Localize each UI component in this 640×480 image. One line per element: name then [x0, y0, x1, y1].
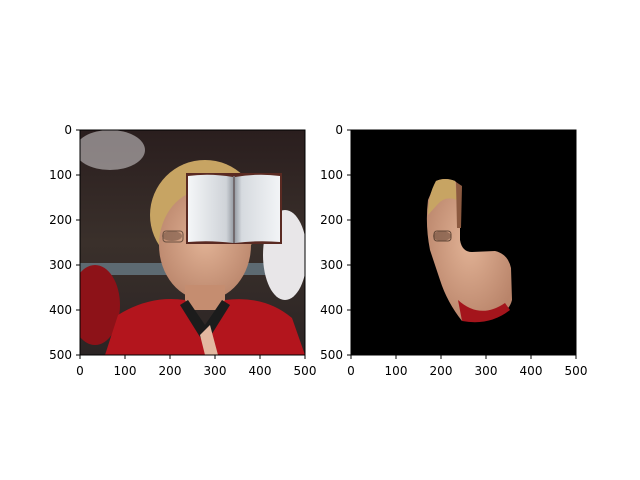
right-y-tick-label: 300: [320, 258, 343, 272]
left-axes-frame: [79, 129, 306, 356]
right-x-tick-label: 400: [520, 364, 543, 378]
right-x-tick-label: 100: [385, 364, 408, 378]
right-x-tick-label: 500: [565, 364, 588, 378]
right-y-tick-label: 0: [335, 123, 343, 137]
left-x-tick-label: 300: [204, 364, 227, 378]
book-occluder: [186, 173, 282, 244]
left-x-tick-label: 100: [114, 364, 137, 378]
left-y-tick-label: 300: [49, 258, 72, 272]
right-x-tick-label: 300: [475, 364, 498, 378]
right-y-tick-label: 200: [320, 213, 343, 227]
left-x-tick-label: 200: [159, 364, 182, 378]
right-x-tick-label: 0: [347, 364, 355, 378]
right-y-tick-label: 400: [320, 303, 343, 317]
left-x-axis: 0 100 200 300 400 500: [76, 355, 316, 378]
right-image: [351, 130, 576, 355]
left-y-axis: 0 100 200 300 400 500: [49, 123, 80, 362]
left-y-tick-label: 500: [49, 348, 72, 362]
right-y-axis: 0 100 200 300 400 500: [320, 123, 351, 362]
left-x-tick-label: 400: [249, 364, 272, 378]
segmented-face-region: [426, 179, 512, 323]
right-y-tick-label: 100: [320, 168, 343, 182]
right-x-tick-label: 200: [430, 364, 453, 378]
left-image: [80, 130, 305, 355]
left-x-tick-label: 500: [294, 364, 317, 378]
left-y-tick-label: 400: [49, 303, 72, 317]
left-y-tick-label: 0: [64, 123, 72, 137]
left-y-tick-label: 100: [49, 168, 72, 182]
right-axes-frame: [350, 129, 577, 356]
right-y-tick-label: 500: [320, 348, 343, 362]
left-y-tick-label: 200: [49, 213, 72, 227]
right-x-axis: 0 100 200 300 400 500: [347, 355, 587, 378]
left-x-tick-label: 0: [76, 364, 84, 378]
